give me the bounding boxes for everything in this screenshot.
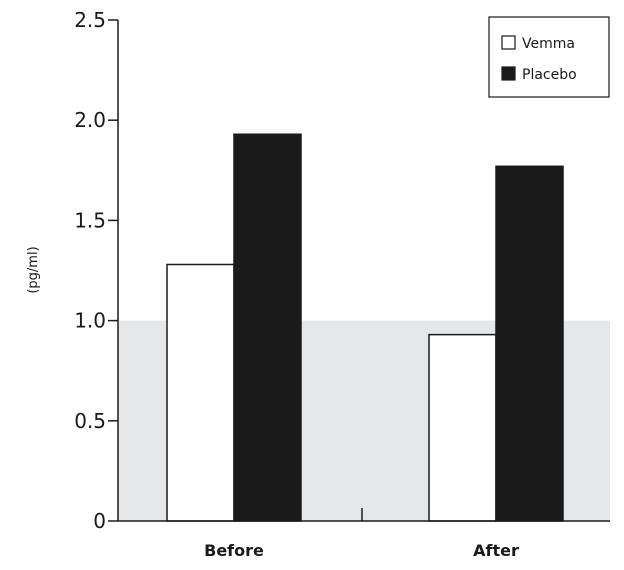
legend-swatch-placebo [501, 66, 516, 81]
y-tick-label: 1.0 [74, 309, 106, 333]
legend: Vemma Placebo [488, 16, 610, 98]
bar-vemma-after [428, 333, 497, 522]
legend-label-vemma: Vemma [522, 36, 575, 52]
bars-layer [166, 133, 564, 522]
legend-label-placebo: Placebo [522, 67, 577, 83]
y-tick-label: 2.0 [74, 108, 106, 132]
labels-layer: 0 0.5 1.0 1.5 2.0 2.5 Before After (pg/ml) [26, 8, 519, 560]
legend-box [488, 16, 610, 98]
axes-layer [108, 19, 610, 522]
x-category-label-after: After [473, 541, 519, 560]
bar-vemma-before [166, 263, 235, 522]
y-tick-label: 1.5 [74, 208, 106, 232]
y-tick-label: 2.5 [74, 8, 106, 32]
bar-placebo-before [233, 133, 302, 522]
y-tick-label: 0 [93, 509, 106, 533]
x-category-label-before: Before [204, 541, 264, 560]
legend-swatch-vemma [501, 35, 516, 50]
y-axis-label: (pg/ml) [26, 246, 41, 293]
bar-placebo-after [495, 165, 564, 522]
y-tick-label: 0.5 [74, 409, 106, 433]
